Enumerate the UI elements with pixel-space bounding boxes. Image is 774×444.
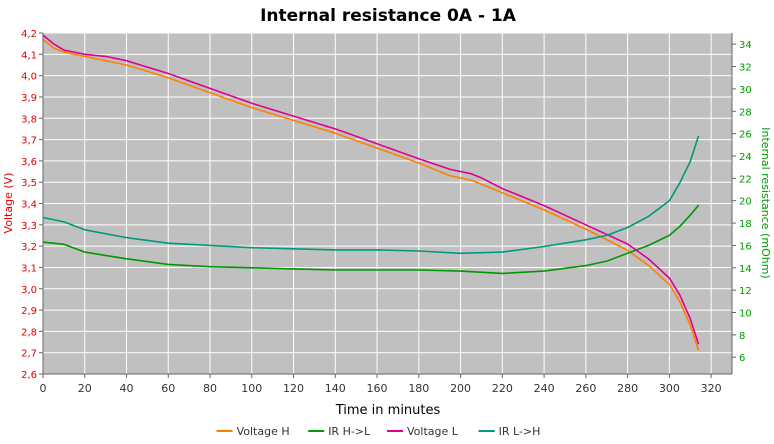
y-left-tick-label: 3,4 <box>21 200 37 211</box>
x-tick-label: 60 <box>161 382 175 395</box>
y-left-tick-label: 3,5 <box>21 178 37 189</box>
y-right-tick-label: 16 <box>739 241 752 252</box>
y-left-tick-label: 3,8 <box>21 114 37 125</box>
y-left-tick-label: 2,9 <box>21 306 37 317</box>
x-tick-label: 20 <box>78 382 92 395</box>
y-left-tick-label: 3,9 <box>21 93 37 104</box>
series-line-ir-l-h <box>42 135 700 255</box>
series-line-voltage-l <box>42 34 700 345</box>
x-tick-label: 40 <box>120 382 134 395</box>
y-left-tick-label: 3,2 <box>21 242 37 253</box>
y-right-tick-label: 14 <box>739 264 752 275</box>
legend-label-voltage-h: Voltage H <box>237 425 290 438</box>
y-right-tick-label: 22 <box>739 174 752 185</box>
y-right-tick-label: 20 <box>739 197 752 208</box>
y-left-tick-label: 3,3 <box>21 221 37 232</box>
y-left-tick-label: 3,6 <box>21 157 37 168</box>
legend-label-ir-h-l: IR H->L <box>328 425 371 438</box>
x-axis-label: Time in minutes <box>335 403 441 418</box>
y-left-tick-label: 3,0 <box>21 285 37 296</box>
x-tick-label: 260 <box>575 382 596 395</box>
x-tick-label: 100 <box>241 382 262 395</box>
y-left-tick-label: 4,1 <box>21 50 37 61</box>
x-tick-label: 80 <box>203 382 217 395</box>
y-left-tick-label: 2,7 <box>21 349 37 360</box>
y-right-tick-label: 26 <box>739 130 752 141</box>
y-right-tick-label: 18 <box>739 219 752 230</box>
y-left-tick-label: 2,8 <box>21 327 37 338</box>
x-tick-label: 220 <box>492 382 513 395</box>
grid-lines <box>42 32 732 375</box>
y-right-tick-label: 30 <box>739 85 752 96</box>
y-left-tick-label: 2,6 <box>21 370 37 381</box>
y-left-tick-label: 3,1 <box>21 263 37 274</box>
y-left-tick-label: 4,0 <box>21 72 37 83</box>
chart-title: Internal resistance 0A - 1A <box>260 6 517 26</box>
legend: Voltage H IR H->L Voltage L IR L->H <box>216 425 541 438</box>
x-tick-label: 160 <box>367 382 388 395</box>
y-right-tick-label: 10 <box>739 309 752 320</box>
x-tick-label: 280 <box>617 382 638 395</box>
series-layer <box>42 34 700 351</box>
x-tick-label: 180 <box>408 382 429 395</box>
series-line-voltage-h <box>42 38 700 351</box>
legend-label-ir-l-h: IR L->H <box>499 425 541 438</box>
x-tick-label: 200 <box>450 382 471 395</box>
x-tick-label: 300 <box>659 382 680 395</box>
y-right-tick-label: 28 <box>739 107 752 118</box>
x-tick-label: 320 <box>701 382 722 395</box>
y-axis-right-label: Internal resistance (mOhm) <box>759 127 772 278</box>
y-right-tick-label: 8 <box>739 331 745 342</box>
y-right-tick-label: 32 <box>739 63 752 74</box>
y-right-tick-label: 12 <box>739 286 752 297</box>
x-tick-label: 240 <box>534 382 555 395</box>
series-line-ir-h-l <box>42 204 700 275</box>
legend-label-voltage-l: Voltage L <box>407 425 459 438</box>
axes: 0 20 40 60 80 100 120 140 160 180 200 220 240 260 280 3… <box>21 29 752 395</box>
y-left-tick-label: 3,7 <box>21 136 37 147</box>
y-right-tick-label: 24 <box>739 152 752 163</box>
x-tick-label: 120 <box>283 382 304 395</box>
y-axis-left-label: Voltage (V) <box>2 173 15 234</box>
x-tick-label: 0 <box>40 382 47 395</box>
y-right-tick-label: 34 <box>739 40 752 51</box>
y-right-tick-label: 6 <box>739 353 745 364</box>
x-tick-label: 140 <box>325 382 346 395</box>
y-left-tick-label: 4,2 <box>21 29 37 40</box>
